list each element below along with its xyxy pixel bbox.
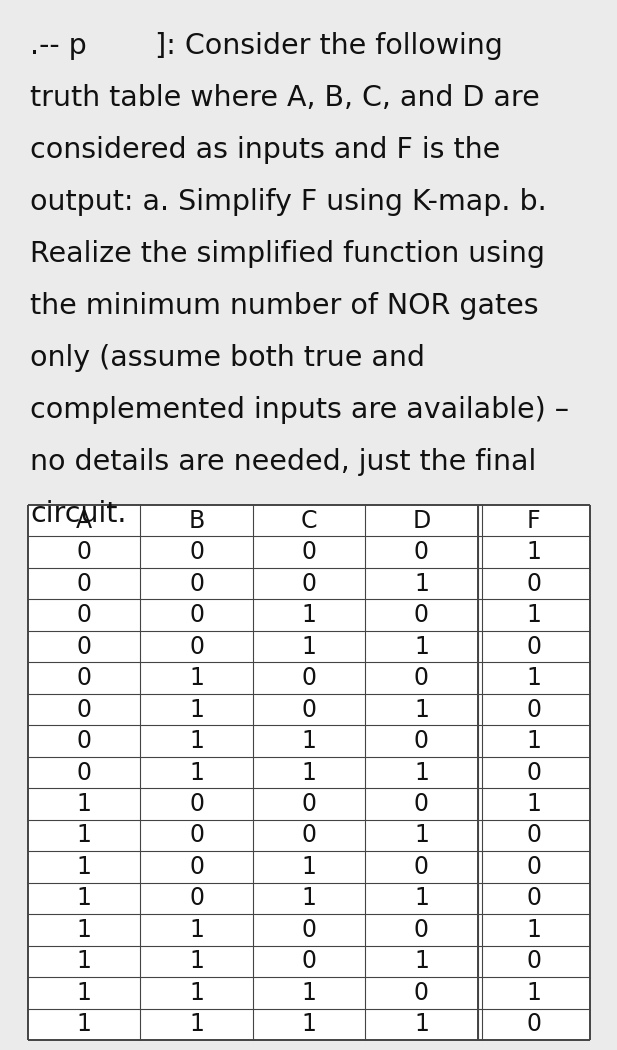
Text: 1: 1 [189,981,204,1005]
Text: 1: 1 [414,949,429,973]
Text: 0: 0 [526,697,541,721]
Text: 1: 1 [526,540,541,564]
Text: 1: 1 [189,666,204,690]
Text: 0: 0 [77,666,92,690]
Text: 1: 1 [77,792,92,816]
Text: 1: 1 [77,918,92,942]
Text: 1: 1 [77,981,92,1005]
Text: considered as inputs and F is the: considered as inputs and F is the [30,136,500,164]
Text: no details are needed, just the final: no details are needed, just the final [30,448,536,476]
Text: A: A [76,509,93,532]
Text: 1: 1 [526,603,541,627]
Text: 1: 1 [302,603,317,627]
Text: B: B [188,509,205,532]
Text: 1: 1 [526,918,541,942]
Text: 0: 0 [414,603,429,627]
Text: 0: 0 [302,666,317,690]
Text: 0: 0 [189,792,204,816]
Text: 1: 1 [302,886,317,910]
Text: 0: 0 [414,540,429,564]
Text: 0: 0 [414,981,429,1005]
Text: .-- p: .-- p [30,32,87,60]
Text: 1: 1 [302,855,317,879]
Text: truth table where A, B, C, and D are: truth table where A, B, C, and D are [30,84,540,112]
Bar [28,505,590,1040]
Text: 1: 1 [77,823,92,847]
Text: 0: 0 [302,697,317,721]
Text: 0: 0 [526,886,541,910]
Text: 1: 1 [189,949,204,973]
Text: 1: 1 [302,981,317,1005]
Text: 0: 0 [189,855,204,879]
Text: 1: 1 [189,918,204,942]
Text: 0: 0 [189,886,204,910]
Text: C: C [300,509,317,532]
Text: 0: 0 [526,855,541,879]
Text: 1: 1 [302,1012,317,1036]
Text: 1: 1 [414,760,429,784]
Text: 0: 0 [189,823,204,847]
Text: Realize the simplified function using: Realize the simplified function using [30,240,545,268]
Text: 1: 1 [302,634,317,658]
Text: 0: 0 [77,729,92,753]
Text: 0: 0 [302,918,317,942]
Text: 0: 0 [414,792,429,816]
Text: 0: 0 [414,855,429,879]
Text: 1: 1 [302,729,317,753]
Text: 1: 1 [414,634,429,658]
Text: 1: 1 [77,1012,92,1036]
Text: 1: 1 [414,571,429,595]
Text: 0: 0 [302,792,317,816]
Text: only (assume both true and: only (assume both true and [30,344,425,372]
Text: 0: 0 [77,760,92,784]
Text: 0: 0 [77,697,92,721]
Text: 0: 0 [302,949,317,973]
Text: 0: 0 [189,571,204,595]
Text: 1: 1 [77,949,92,973]
Text: 0: 0 [77,603,92,627]
Text: 0: 0 [526,634,541,658]
Text: 1: 1 [189,760,204,784]
Text: ]: Consider the following: ]: Consider the following [155,32,503,60]
Text: 1: 1 [302,760,317,784]
Text: 0: 0 [189,603,204,627]
Text: 1: 1 [414,1012,429,1036]
Text: 1: 1 [189,729,204,753]
Text: 0: 0 [526,571,541,595]
Text: 1: 1 [414,823,429,847]
Text: 0: 0 [77,634,92,658]
Text: F: F [527,509,540,532]
Text: 0: 0 [189,540,204,564]
Text: 0: 0 [302,571,317,595]
Text: 1: 1 [526,792,541,816]
Text: 0: 0 [189,634,204,658]
Text: 1: 1 [414,697,429,721]
Text: 0: 0 [526,1012,541,1036]
Text: 1: 1 [526,729,541,753]
Text: 1: 1 [414,886,429,910]
Text: 0: 0 [526,760,541,784]
Text: 0: 0 [302,540,317,564]
Text: circuit.: circuit. [30,500,126,528]
Text: 0: 0 [302,823,317,847]
Text: the minimum number of NOR gates: the minimum number of NOR gates [30,292,539,320]
Text: complemented inputs are available) –: complemented inputs are available) – [30,396,569,424]
Text: 0: 0 [414,918,429,942]
Text: 0: 0 [414,729,429,753]
Text: output: a. Simplify F using K-map. b.: output: a. Simplify F using K-map. b. [30,188,547,216]
Text: 1: 1 [189,697,204,721]
Text: 1: 1 [526,666,541,690]
Text: 1: 1 [77,855,92,879]
Text: 0: 0 [77,571,92,595]
Text: 1: 1 [526,981,541,1005]
Text: 1: 1 [189,1012,204,1036]
Text: 0: 0 [414,666,429,690]
Text: 0: 0 [526,949,541,973]
Text: 0: 0 [77,540,92,564]
Text: D: D [412,509,431,532]
Text: 0: 0 [526,823,541,847]
Text: 1: 1 [77,886,92,910]
